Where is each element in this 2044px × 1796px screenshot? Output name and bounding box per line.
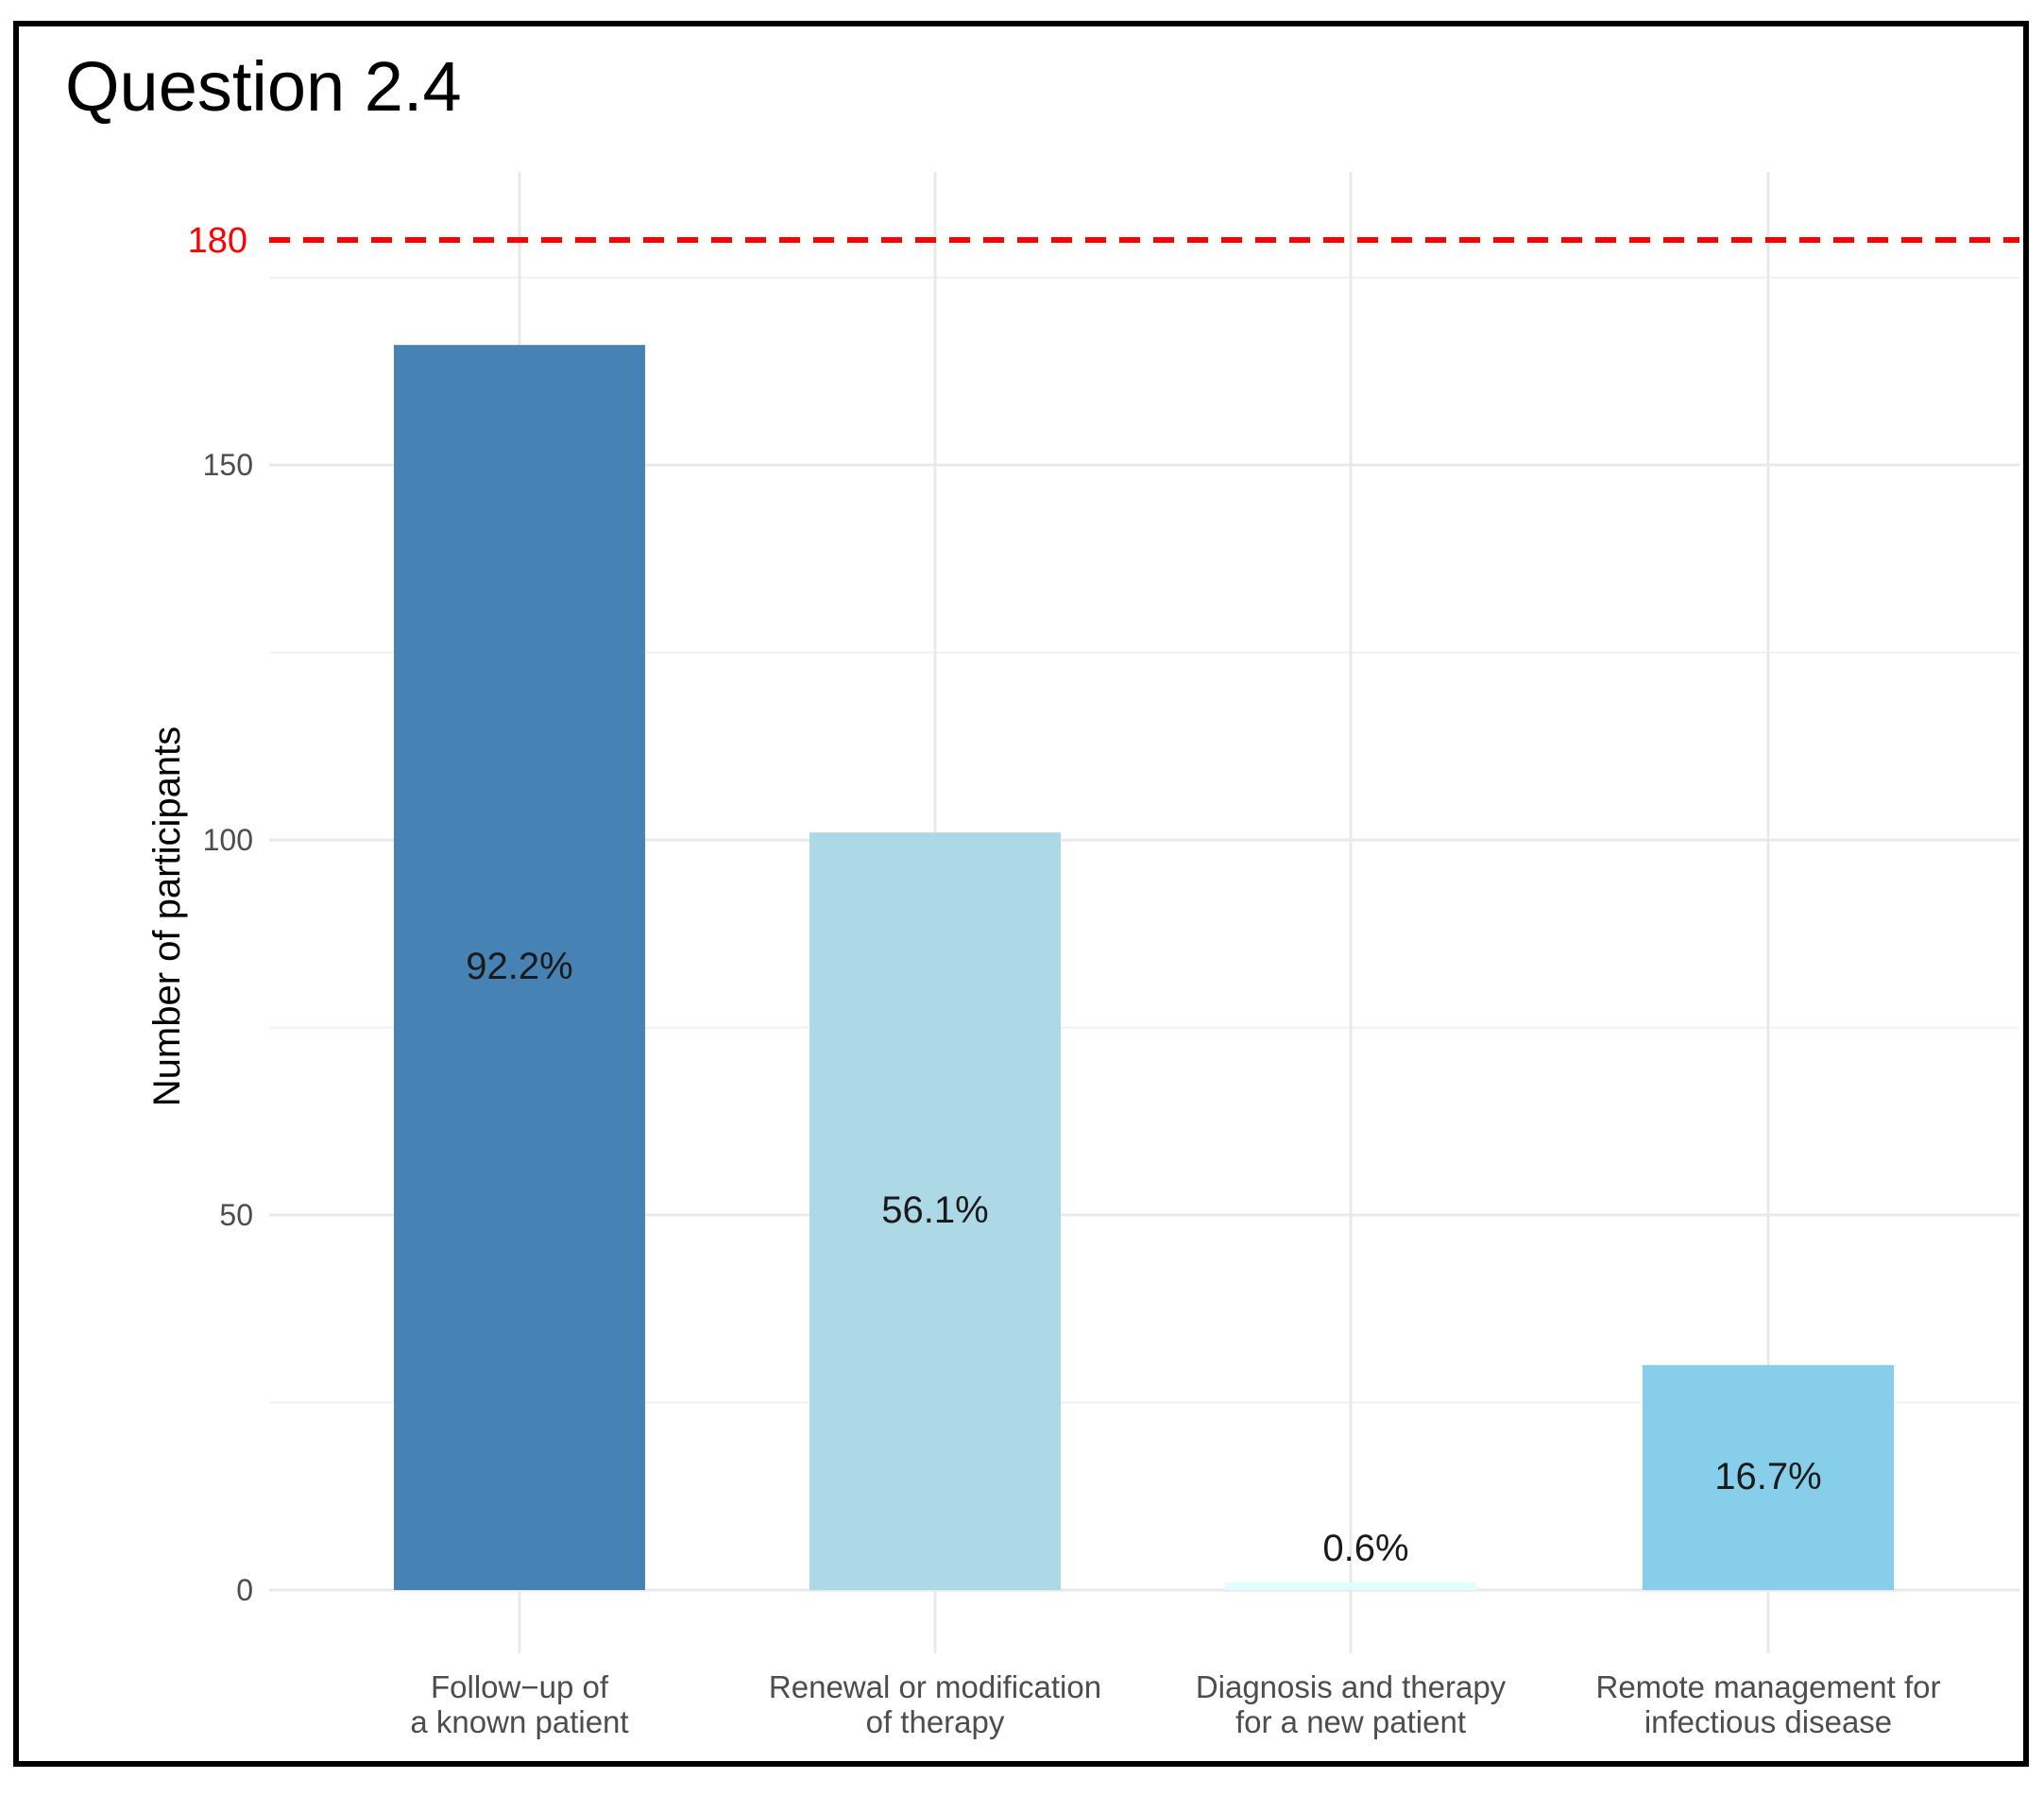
bar-value-label: 0.6% <box>1322 1528 1408 1569</box>
y-tick-label: 0 <box>236 1573 253 1607</box>
x-tick-label: of therapy <box>866 1704 1005 1739</box>
y-axis-label: Number of participants <box>146 727 188 1106</box>
x-tick-label: a known patient <box>410 1704 628 1739</box>
x-tick-label: Follow−up of <box>431 1669 609 1704</box>
bar <box>394 345 645 1591</box>
reference-line-label: 180 <box>188 221 247 261</box>
bar <box>1643 1364 1894 1590</box>
y-tick-label: 150 <box>203 448 253 482</box>
x-tick-label: Renewal or modification <box>769 1669 1101 1704</box>
bar <box>809 832 1061 1590</box>
x-tick-label: Diagnosis and therapy <box>1196 1669 1507 1704</box>
y-tick-label: 100 <box>203 823 253 857</box>
bar <box>1225 1582 1476 1590</box>
chart-title: Question 2.4 <box>65 47 462 126</box>
x-tick-label: for a new patient <box>1235 1704 1466 1739</box>
bar-value-label: 56.1% <box>881 1189 988 1231</box>
bar-value-label: 92.2% <box>466 946 572 987</box>
x-tick-label: infectious disease <box>1644 1704 1892 1739</box>
x-tick-label: Remote management for <box>1595 1669 1940 1704</box>
bar-value-label: 16.7% <box>1714 1456 1821 1497</box>
y-tick-label: 50 <box>219 1198 253 1232</box>
